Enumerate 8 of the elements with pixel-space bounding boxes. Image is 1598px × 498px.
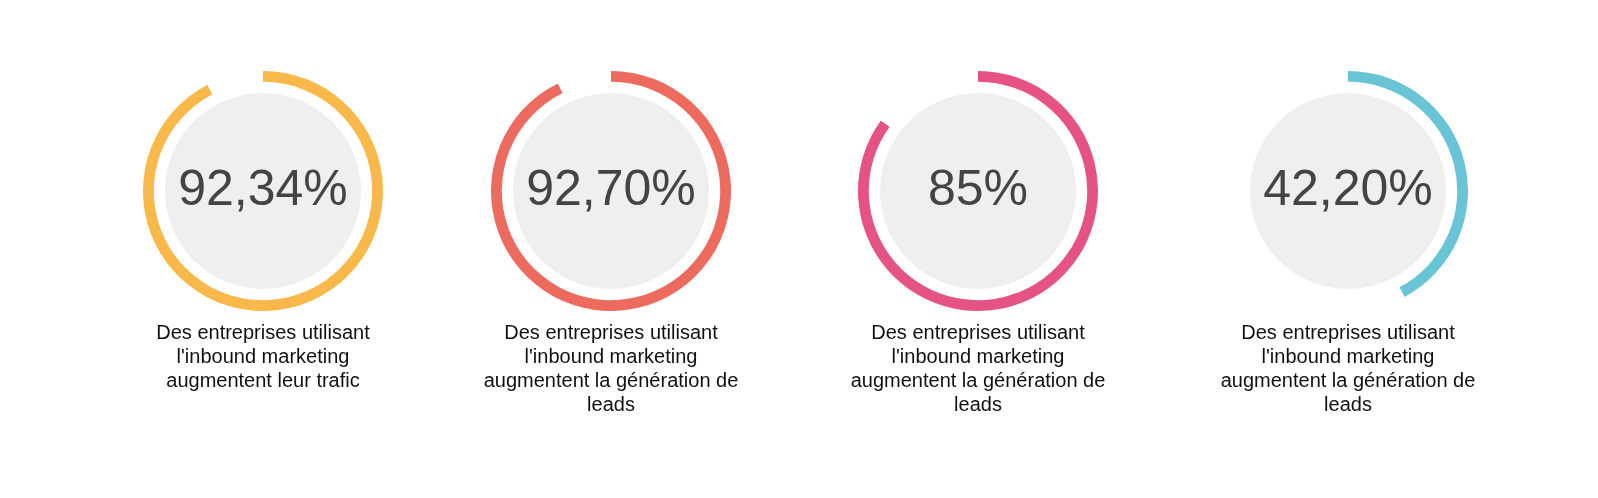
data-label: 42,20% — [1263, 159, 1433, 216]
text: Des entreprises utilisant l'inbound marketing augmentent la génération de leads — [482, 320, 740, 416]
text: Des entreprises utilisant l'inbound marketing augmentent leur trafic — [155, 320, 371, 392]
text: Des entreprises utilisant l'inbound marketing augmentent la génération de leads — [1219, 320, 1477, 416]
data-label: 92,70% — [526, 159, 696, 216]
data-label: 85% — [927, 159, 1029, 216]
text: Des entreprises utilisant l'inbound marketing augmentent la génération de leads — [849, 320, 1107, 416]
data-label: 92,34% — [178, 159, 348, 216]
